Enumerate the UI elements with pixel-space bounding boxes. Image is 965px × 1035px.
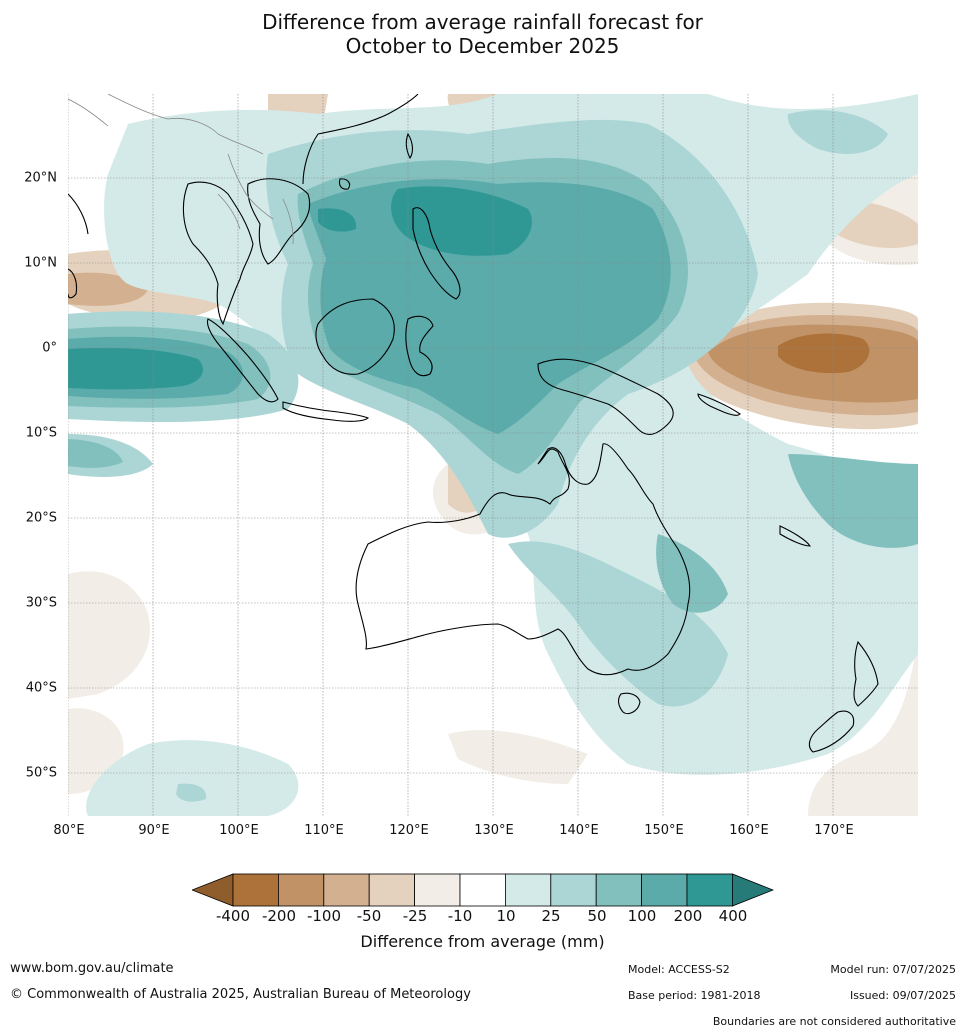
- lat-label-50s: 50°S: [25, 765, 57, 781]
- forecast-map: [68, 94, 918, 816]
- title-line-1: Difference from average rainfall forecas…: [262, 10, 703, 34]
- legend-arrow-high: [732, 873, 774, 907]
- legend-swatch: [459, 873, 506, 907]
- legend-tick: 400: [718, 907, 748, 925]
- lon-label-130e: 130°E: [474, 823, 514, 838]
- lat-label-40s: 40°S: [25, 680, 57, 696]
- legend-swatch: [641, 873, 688, 907]
- legend-swatch: [414, 873, 461, 907]
- legend-arrow-low: [192, 873, 234, 907]
- legend-swatch: [278, 873, 325, 907]
- legend-tick: 10: [496, 907, 516, 925]
- legend-tick: -50: [356, 907, 382, 925]
- lon-label-100e: 100°E: [219, 823, 259, 838]
- legend-swatch: [686, 873, 733, 907]
- lon-label-170e: 170°E: [814, 823, 854, 838]
- disclaimer-text: Boundaries are not considered authoritat…: [712, 1015, 956, 1028]
- base-period-text: Base period: 1981-2018: [628, 989, 761, 1002]
- legend-tick: 50: [587, 907, 607, 925]
- lon-label-120e: 120°E: [389, 823, 429, 838]
- website-link[interactable]: www.bom.gov.au/climate: [10, 961, 174, 976]
- lon-label-110e: 110°E: [304, 823, 344, 838]
- legend-tick: -100: [306, 907, 342, 925]
- legend-colorbar: [192, 873, 774, 907]
- lon-label-140e: 140°E: [559, 823, 599, 838]
- lon-label-150e: 150°E: [644, 823, 684, 838]
- chart-title: Difference from average rainfall forecas…: [0, 10, 965, 58]
- coastlines: [68, 94, 879, 753]
- legend-swatch: [323, 873, 370, 907]
- legend-tick: 200: [673, 907, 703, 925]
- lon-label-160e: 160°E: [729, 823, 769, 838]
- lat-label-20n: 20°N: [24, 170, 57, 186]
- issued-text: Issued: 09/07/2025: [849, 989, 956, 1002]
- lat-label-10s: 10°S: [25, 425, 57, 441]
- country-borders: [68, 94, 294, 245]
- lat-label-10n: 10°N: [24, 255, 57, 271]
- legend-tick: 25: [541, 907, 561, 925]
- lon-label-80e: 80°E: [53, 823, 85, 838]
- model-text: Model: ACCESS-S2: [628, 963, 730, 976]
- legend-tick: -200: [261, 907, 297, 925]
- title-line-2: October to December 2025: [345, 34, 620, 58]
- legend-tick: -400: [215, 907, 251, 925]
- copyright-text: © Commonwealth of Australia 2025, Austra…: [10, 987, 471, 1002]
- lat-label-0: 0°: [42, 340, 57, 356]
- legend-tick: -25: [402, 907, 428, 925]
- map-canvas: [68, 94, 918, 816]
- legend-tick: 100: [627, 907, 657, 925]
- legend-swatch: [550, 873, 597, 907]
- legend-swatch: [368, 873, 415, 907]
- model-run-text: Model run: 07/07/2025: [830, 963, 956, 976]
- legend-tick: -10: [447, 907, 473, 925]
- lat-label-30s: 30°S: [25, 595, 57, 611]
- legend-swatch: [504, 873, 552, 907]
- legend-swatch: [595, 873, 643, 907]
- legend-swatch: [232, 873, 279, 907]
- legend-title: Difference from average (mm): [360, 932, 605, 951]
- lon-label-90e: 90°E: [138, 823, 170, 838]
- lat-label-20s: 20°S: [25, 510, 57, 526]
- map-gridlines: [68, 94, 918, 816]
